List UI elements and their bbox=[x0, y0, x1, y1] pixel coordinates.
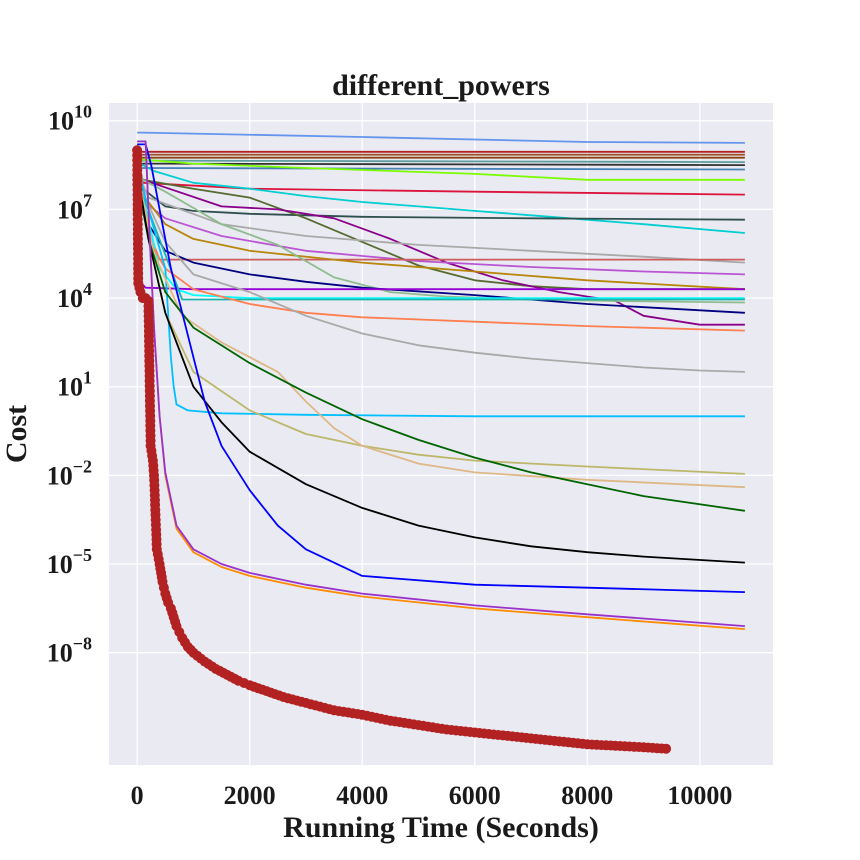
y-tick-label-0: 1010 bbox=[48, 102, 92, 136]
series-line-13 bbox=[136, 170, 745, 264]
chart-title: different_powers bbox=[332, 69, 550, 102]
x-tick-label-3: 6000 bbox=[449, 781, 501, 810]
series-line-28 bbox=[136, 170, 745, 564]
series-line-31 bbox=[137, 140, 745, 627]
y-tick-label-3: 101 bbox=[57, 368, 92, 402]
x-tick-label-5: 10000 bbox=[667, 781, 732, 810]
series-line-14 bbox=[136, 179, 745, 276]
series-line-21 bbox=[136, 179, 745, 301]
marker-point-209 bbox=[661, 743, 672, 754]
grid bbox=[109, 103, 773, 765]
series-line-27 bbox=[136, 179, 746, 512]
x-axis-label: Running Time (Seconds) bbox=[283, 811, 599, 844]
x-tick-labels: 0 2000 4000 6000 8000 10000 bbox=[131, 781, 733, 810]
series-line-26 bbox=[136, 170, 745, 489]
series-line-6 bbox=[137, 167, 745, 171]
series-line-11 bbox=[136, 164, 745, 291]
x-tick-label-1: 2000 bbox=[224, 781, 276, 810]
series-line-20 bbox=[136, 170, 745, 300]
series-lines bbox=[136, 131, 746, 630]
series-line-23 bbox=[136, 179, 745, 373]
y-tick-label-1: 107 bbox=[57, 190, 92, 224]
series-line-4 bbox=[137, 159, 745, 164]
y-tick-label-4: 10−2 bbox=[47, 456, 92, 490]
y-tick-label-5: 10−5 bbox=[47, 545, 92, 579]
series-line-16 bbox=[136, 167, 745, 291]
plot-background bbox=[109, 103, 773, 765]
series-line-7 bbox=[137, 158, 745, 181]
series-line-29 bbox=[137, 143, 745, 593]
series-line-0 bbox=[137, 131, 745, 144]
x-tick-label-4: 8000 bbox=[561, 781, 613, 810]
x-tick-label-2: 4000 bbox=[336, 781, 388, 810]
series-line-5 bbox=[137, 162, 745, 167]
y-tick-labels: 1010 107 104 101 10−2 10−5 10−8 bbox=[47, 102, 92, 668]
series-line-24 bbox=[136, 164, 745, 418]
y-axis-label: Cost bbox=[0, 405, 33, 463]
y-tick-label-2: 104 bbox=[57, 279, 92, 313]
marker-series bbox=[132, 145, 672, 754]
x-tick-label-0: 0 bbox=[131, 781, 144, 810]
y-tick-label-6: 10−8 bbox=[47, 634, 92, 668]
series-line-9 bbox=[136, 161, 745, 234]
series-line-22 bbox=[136, 173, 745, 332]
